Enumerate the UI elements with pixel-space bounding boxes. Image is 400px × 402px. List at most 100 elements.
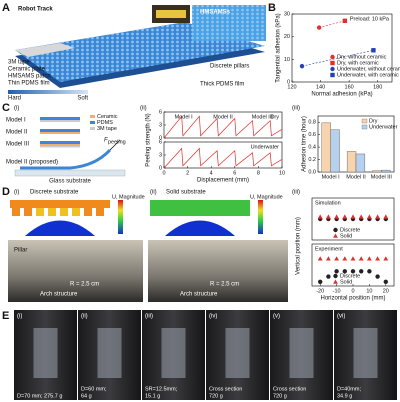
sub-label: (i)	[14, 106, 19, 112]
marker	[358, 214, 364, 219]
trend-line	[319, 20, 345, 28]
label: Arch structure	[40, 292, 78, 298]
marker	[367, 214, 372, 219]
marker	[359, 269, 364, 274]
marker	[350, 269, 356, 274]
y-tick-label: 10	[284, 57, 290, 63]
marker	[375, 256, 380, 261]
caption: 15.1 g	[145, 393, 160, 399]
sub-label: (ii)	[150, 190, 157, 196]
layer	[40, 132, 80, 134]
label: Soft	[77, 96, 88, 102]
label: Model II	[6, 130, 28, 136]
inset-zoom-pattern	[192, 5, 266, 41]
sub-label: (ii)	[81, 314, 88, 320]
chart-title: Dry	[270, 114, 279, 120]
marker	[317, 214, 323, 219]
x-tick-label: 2	[186, 170, 189, 176]
axis-label: Horizontal position (mm)	[320, 296, 385, 302]
y-tick-label: 0.2	[308, 157, 316, 163]
annotation: Model I	[175, 114, 194, 120]
label: Solid substrate	[166, 190, 206, 196]
legend-label: 3M tape	[97, 126, 117, 132]
sample	[225, 328, 250, 378]
sim-arch	[25, 220, 95, 236]
label: Model II (proposed)	[6, 160, 58, 166]
x-tick-label: 6	[233, 170, 236, 176]
label: 3M tape	[8, 60, 30, 66]
sim-pillars	[12, 208, 104, 216]
marker	[350, 256, 356, 261]
label: Discrete substrate	[30, 190, 79, 196]
marker	[383, 279, 388, 284]
caption: SR=12.5mm;	[145, 386, 178, 392]
x-tick-label: 10	[279, 170, 285, 176]
marker	[326, 214, 331, 219]
y-tick-label: 3	[159, 152, 162, 158]
layer	[40, 141, 80, 144]
legend-label: Solid	[340, 233, 352, 239]
panel-label: A	[2, 2, 10, 14]
bar	[372, 170, 382, 173]
sub-label: (iii)	[292, 106, 300, 112]
y-tick-label: 0.4	[308, 145, 316, 151]
axis-label: Peeling strength (N)	[146, 113, 152, 166]
legend-label: Dry, with ceramic	[337, 60, 379, 66]
legend-label: Dry	[369, 118, 378, 124]
marker	[367, 269, 372, 274]
caption: Cross section	[209, 386, 242, 392]
axis-label: Tangential adhesion (kPa)	[276, 13, 282, 82]
glass	[14, 169, 126, 177]
axis-label: Vertical position (mm)	[296, 217, 302, 275]
marker	[334, 214, 339, 219]
legend-label: Dry, without ceramic	[337, 54, 387, 60]
marker	[342, 269, 347, 274]
caption: Cross section	[273, 386, 306, 392]
label: Thin PDMS film	[8, 81, 50, 87]
marker	[318, 279, 323, 284]
layer	[40, 120, 80, 122]
panel-d: D (i) (ii) (iii) Discrete substrate Soli…	[2, 186, 302, 302]
marker	[342, 256, 348, 261]
legend-swatch	[90, 115, 95, 118]
panel-e: E	[2, 310, 9, 322]
sub-label: (vi)	[337, 314, 345, 320]
caption: D=70 mm; 275.7 g	[17, 393, 62, 399]
legend-label: Discrete	[340, 227, 360, 233]
marker	[383, 214, 389, 219]
label: Ceramic plate	[8, 67, 46, 73]
label: Hard	[8, 96, 21, 102]
panel-label: B	[268, 2, 276, 14]
marker	[367, 256, 372, 261]
axis-label: Normal adhesion (kPa)	[311, 92, 372, 98]
chart-title: Underwater	[251, 144, 280, 150]
marker	[333, 279, 338, 284]
axis-label: Displacement (mm)	[197, 178, 249, 184]
y-tick-label: 0	[159, 135, 162, 141]
layer	[40, 129, 80, 132]
x-tick-label: 120	[287, 84, 296, 90]
y-tick-label: 20	[284, 34, 290, 40]
marker	[383, 256, 389, 261]
chart-title: Simulation	[315, 200, 341, 206]
label: U, Magnitude	[250, 194, 283, 200]
y-tick-label: 0	[159, 165, 162, 171]
legend-swatch	[90, 127, 95, 130]
label: Arch structure	[180, 292, 218, 298]
x-tick-label: 160	[345, 84, 354, 90]
sub-label: (v)	[273, 314, 280, 320]
x-tick-label: 180	[373, 84, 382, 90]
panel-c: C (i) (ii) (iii) Model I Model II Model …	[2, 102, 300, 185]
y-tick-label: 6	[159, 109, 162, 115]
plot-frame	[311, 197, 395, 241]
caption: 34.9 g	[337, 393, 352, 399]
bar	[330, 129, 340, 173]
x-tick-label: Model I	[322, 174, 341, 180]
sub-label: (iii)	[145, 314, 153, 320]
y-tick-label: 3	[159, 122, 162, 128]
plot-frame	[291, 13, 393, 83]
y-tick-label: 0.0	[308, 169, 316, 175]
legend-label: Underwater, without ceramic	[337, 66, 400, 72]
layer	[40, 146, 80, 148]
chart-title: Experiment	[315, 246, 343, 252]
